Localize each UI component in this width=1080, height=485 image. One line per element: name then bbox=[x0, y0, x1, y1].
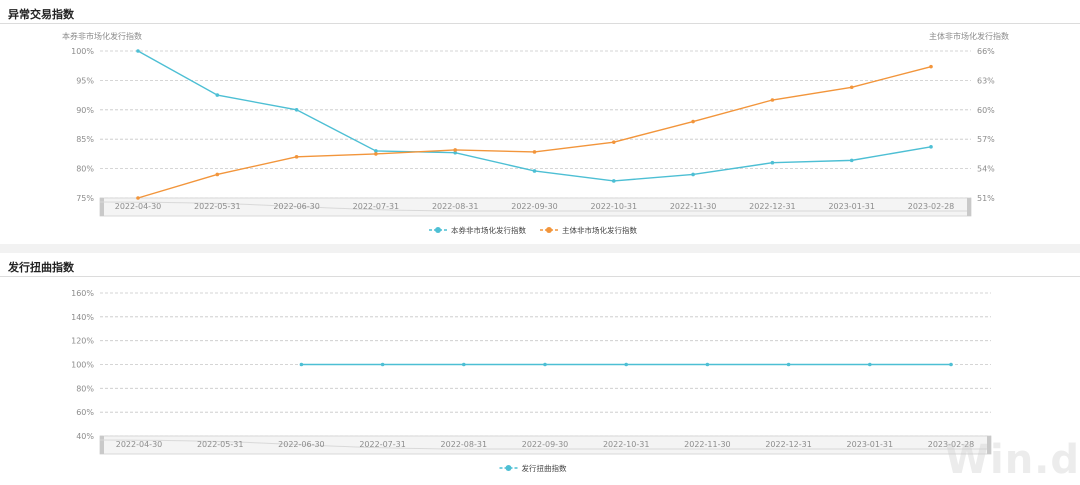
x-tick-label: 2022-06-30 bbox=[273, 202, 320, 211]
data-point bbox=[462, 362, 466, 367]
x-tick-label: 2022-06-30 bbox=[278, 440, 325, 449]
panel-title-abnormal-trading: 异常交易指数 bbox=[8, 8, 74, 21]
data-point bbox=[929, 145, 933, 149]
x-tick-label: 2023-01-31 bbox=[828, 202, 875, 211]
x-tick-label: 2022-08-31 bbox=[441, 440, 488, 449]
x-tick-label: 2023-02-28 bbox=[928, 440, 975, 449]
title-divider bbox=[0, 23, 1080, 24]
y-tick-right: 57% bbox=[977, 135, 995, 144]
zoom-handle-right bbox=[967, 198, 971, 216]
y-tick-right: 54% bbox=[977, 165, 995, 174]
data-point bbox=[624, 362, 628, 367]
zoom-preview-line bbox=[99, 439, 987, 450]
data-point bbox=[136, 49, 140, 53]
y-tick-left: 90% bbox=[76, 106, 94, 115]
legend-marker bbox=[435, 227, 441, 233]
data-point bbox=[705, 362, 710, 367]
y-tick-left: 140% bbox=[71, 313, 94, 322]
data-point bbox=[543, 362, 547, 367]
y-tick-left: 100% bbox=[71, 361, 94, 370]
y-tick-right: 60% bbox=[977, 106, 995, 115]
y-tick-right: 66% bbox=[977, 47, 995, 56]
legend-marker bbox=[505, 465, 512, 471]
zoom-handle-left bbox=[100, 198, 104, 216]
data-point bbox=[770, 98, 775, 102]
data-point bbox=[374, 149, 378, 153]
abnormal-trading-panel: 异常交易指数 75% 80% 85% 90% 95% 100% 51% 54% 57% 60% 63… bbox=[0, 0, 1080, 244]
legend-label: 本券非市场化发行指数 bbox=[451, 225, 526, 235]
y-tick-left: 80% bbox=[76, 384, 94, 393]
y-tick-left: 160% bbox=[71, 289, 94, 298]
legend-label: 发行扭曲指数 bbox=[522, 463, 567, 473]
y-tick-right: 51% bbox=[977, 194, 995, 203]
x-tick-label: 2022-12-31 bbox=[749, 202, 796, 211]
data-point bbox=[929, 64, 933, 69]
legend-marker bbox=[546, 227, 552, 233]
data-point bbox=[612, 140, 616, 144]
data-point bbox=[691, 119, 695, 124]
x-tick-label: 2022-05-31 bbox=[197, 440, 244, 449]
series-line-0 bbox=[137, 50, 932, 182]
data-point bbox=[453, 148, 458, 152]
zoom-handle-right bbox=[987, 436, 991, 454]
abnormal-trading-chart: 75% 80% 85% 90% 95% 100% 51% 54% 57% 60% 63% 66% 本券非… bbox=[62, 31, 1009, 235]
data-point bbox=[294, 108, 299, 112]
data-point bbox=[294, 155, 299, 159]
data-point bbox=[374, 152, 378, 156]
wind-watermark: Win.d bbox=[944, 437, 1080, 483]
issuance-distortion-chart: 40% 60% 80% 100% 120% 140% 160% 2022-04-30 2022-… bbox=[71, 289, 992, 473]
series-line-1 bbox=[137, 66, 932, 199]
y-tick-left: 75% bbox=[76, 194, 94, 203]
y-tick-left: 120% bbox=[71, 337, 94, 346]
x-tick-label: 2022-05-31 bbox=[194, 202, 241, 211]
x-tick-label: 2022-10-31 bbox=[603, 440, 650, 449]
y-tick-left: 100% bbox=[71, 47, 94, 56]
x-tick-label: 2022-04-30 bbox=[115, 202, 162, 211]
data-point bbox=[136, 196, 140, 200]
x-tick-label: 2022-04-30 bbox=[116, 440, 163, 449]
x-tick-label: 2022-12-31 bbox=[765, 440, 812, 449]
data-point bbox=[770, 160, 775, 165]
data-point bbox=[868, 362, 872, 367]
data-point bbox=[786, 362, 791, 367]
data-point bbox=[215, 172, 220, 177]
x-tick-label: 2023-01-31 bbox=[847, 440, 894, 449]
x-tick-label: 2022-07-31 bbox=[359, 440, 406, 449]
data-point bbox=[532, 169, 537, 173]
y-tick-left: 60% bbox=[76, 408, 94, 417]
title-divider bbox=[0, 276, 1080, 277]
y-tick-left: 40% bbox=[76, 432, 94, 441]
x-tick-label: 2022-11-30 bbox=[670, 202, 717, 211]
y-axis-label-right: 主体非市场化发行指数 bbox=[929, 31, 1009, 41]
panel-title-issuance-distortion: 发行扭曲指数 bbox=[8, 261, 74, 274]
y-tick-right: 63% bbox=[977, 76, 995, 85]
data-point bbox=[532, 150, 537, 154]
y-tick-left: 85% bbox=[76, 135, 94, 144]
x-tick-label: 2022-09-30 bbox=[511, 202, 558, 211]
legend-label: 主体非市场化发行指数 bbox=[562, 225, 637, 235]
y-tick-left: 80% bbox=[76, 165, 94, 174]
y-tick-left: 95% bbox=[76, 76, 94, 85]
x-tick-label: 2022-08-31 bbox=[432, 202, 479, 211]
data-point bbox=[949, 362, 953, 367]
data-point bbox=[612, 179, 616, 183]
zoom-preview-line bbox=[99, 201, 967, 212]
x-tick-label: 2022-10-31 bbox=[591, 202, 638, 211]
zoom-handle-left bbox=[100, 436, 104, 454]
data-point bbox=[849, 158, 854, 163]
data-point bbox=[849, 85, 854, 90]
data-point bbox=[453, 150, 458, 155]
issuance-distortion-panel: 发行扭曲指数 40% 60% 80% 100% 120% 140% 160% 2022-04-… bbox=[0, 253, 1080, 485]
data-point bbox=[380, 362, 385, 367]
x-tick-label: 2022-11-30 bbox=[684, 440, 731, 449]
y-axis-label-left: 本券非市场化发行指数 bbox=[62, 31, 142, 41]
data-point bbox=[691, 172, 695, 177]
x-tick-label: 2023-02-28 bbox=[908, 202, 955, 211]
x-tick-label: 2022-09-30 bbox=[522, 440, 569, 449]
x-tick-label: 2022-07-31 bbox=[353, 202, 400, 211]
data-point bbox=[299, 362, 304, 367]
data-point bbox=[215, 93, 220, 97]
